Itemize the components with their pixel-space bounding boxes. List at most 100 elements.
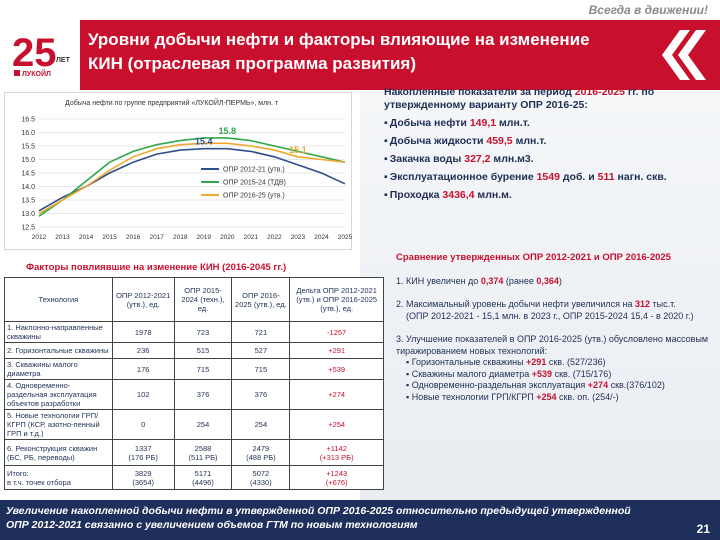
table-cell-name: 4. Одновременно-раздельная эксплуатация … [4, 379, 113, 410]
logo-number: 25 [12, 31, 57, 75]
x-tick-label: 2012 [32, 234, 47, 241]
table-cell: +254 [289, 409, 384, 440]
accum-heading: Накопленные показатели за период 2016-20… [384, 86, 655, 111]
table-cell: -1257 [289, 321, 384, 343]
table-cell: +291 [289, 342, 384, 359]
table-cell: 3829 (3654) [111, 465, 175, 490]
table-cell: 2479 (488 РБ) [231, 439, 291, 466]
chart-title: Добыча нефти по группе предприятий «ЛУКО… [65, 98, 279, 107]
chevron-logo-icon [662, 30, 706, 80]
x-tick-label: 2022 [267, 234, 282, 241]
table-title: Факторы повлиявшие на изменение КИН (201… [26, 262, 287, 273]
data-label: 15.4 [195, 137, 213, 147]
y-tick-label: 14.0 [21, 184, 35, 191]
table-cell-name: 1. Наклонно-направленные скважины [4, 321, 113, 343]
table-cell: 376 [231, 379, 291, 410]
table-cell: 715 [231, 358, 291, 380]
table-cell: +274 [289, 379, 384, 410]
table-cell: 254 [231, 409, 291, 440]
slogan: Всегда в движении! [588, 3, 708, 17]
accum-item-water: Закачка воды 327,2 млн.м3. [384, 153, 714, 166]
series-line [38, 142, 346, 215]
table-cell-name: 5. Новые технологии ГРП/КГРП (КСР, азотн… [4, 409, 113, 440]
table-cell: 5072 (4330) [231, 465, 291, 490]
factors-table: Технология ОПР 2012-2021 (утв.), ед. ОПР… [4, 277, 384, 490]
y-tick-label: 12.5 [21, 225, 35, 232]
legend-label: ОПР 2016-25 (утв.) [223, 193, 285, 200]
top-strip: Всегда в движении! [0, 0, 720, 22]
table-header: Дельта ОПР 2012-2021 (утв.) и ОПР 2016-2… [289, 277, 384, 322]
series-line [38, 147, 346, 212]
y-tick-label: 13.5 [21, 198, 35, 205]
table-header: Технология [4, 277, 113, 322]
legend-label: ОПР 2015-24 (ТДВ) [223, 180, 286, 187]
accum-item-liquid: Добыча жидкости 459,5 млн.т. [384, 135, 714, 148]
compare-item-2: 2. Максимальный уровень добычи нефти уве… [396, 299, 694, 321]
y-tick-label: 13.0 [21, 211, 35, 218]
y-tick-label: 14.5 [21, 171, 35, 178]
table-cell: 1978 [111, 321, 175, 343]
table-row: 2. Горизонтальные скважины 236 515 527 +291 [4, 342, 384, 359]
table-row: 5. Новые технологии ГРП/КГРП (КСР, азотн… [4, 409, 384, 440]
compare-item-3: 3. Улучшение показателей в ОПР 2016-2025… [396, 334, 710, 403]
page-title: Уровни добычи нефти и факторы влияющие н… [88, 30, 590, 73]
accumulated-indicators: Накопленные показатели за период 2016-20… [384, 86, 714, 202]
x-tick-label: 2016 [126, 234, 141, 241]
x-tick-label: 2015 [102, 234, 117, 241]
footer-text: Увеличение накопленной добычи нефти в ут… [6, 505, 631, 531]
table-cell: 715 [173, 358, 233, 380]
x-tick-label: 2024 [314, 234, 329, 241]
table-header: ОПР 2015-2024 (техн.), ед. [173, 277, 233, 322]
table-row: 1. Наклонно-направленные скважины 1978 723… [4, 321, 384, 343]
compare-item-1: 1. КИН увеличен до 0,374 (ранее 0,364) [396, 275, 562, 286]
logo-tag: ЛЕТ [56, 57, 71, 64]
table-header: ОПР 2016-2025 (утв.), ед. [231, 277, 291, 322]
logo-brand: ЛУКОЙЛ [22, 69, 51, 78]
legend-label: ОПР 2012-21 (утв.) [223, 167, 285, 174]
table-cell: 176 [111, 358, 175, 380]
table-cell: 236 [111, 342, 175, 359]
x-tick-label: 2018 [173, 234, 188, 241]
compare-bullet: Новые технологии ГРП/КГРП +254 скв. оп. … [406, 392, 710, 404]
production-chart: Добыча нефти по группе предприятий «ЛУКО… [4, 92, 353, 250]
table-cell: 254 [173, 409, 233, 440]
x-tick-label: 2023 [291, 234, 306, 241]
table-cell-name: 2. Горизонтальные скважины [4, 342, 113, 359]
accum-item-drilling: Эксплуатационное бурение 1549 доб. и 511… [384, 171, 714, 184]
table-cell: 515 [173, 342, 233, 359]
table-cell-name: 6. Реконструкция скважин (БС, РБ, перево… [4, 439, 113, 466]
compare-bullet: Горизонтальные скважины +291 скв. (527/2… [406, 357, 710, 369]
table-cell: 1337 (176 РБ) [111, 439, 175, 466]
table-cell: +1243 (+676) [289, 465, 384, 490]
table-row: Итого: в т.ч. точек отбора 3829 (3654) 517… [4, 465, 384, 490]
data-label: 15.8 [219, 126, 237, 136]
x-tick-label: 2014 [79, 234, 94, 241]
x-tick-label: 2021 [244, 234, 259, 241]
y-tick-label: 15.5 [21, 144, 35, 151]
table-cell-name: 3. Скважины малого диаметра [4, 358, 113, 380]
table-cell: 102 [111, 379, 175, 410]
series-line [38, 137, 346, 217]
table-cell: 721 [231, 321, 291, 343]
y-tick-label: 15.0 [21, 157, 35, 164]
company-logo: 25 ЛЕТ ЛУКОЙЛ [6, 22, 76, 84]
footer-banner: Увеличение накопленной добычи нефти в ут… [0, 500, 720, 540]
table-row: 4. Одновременно-раздельная эксплуатация … [4, 379, 384, 410]
chart-svg: Добыча нефти по группе предприятий «ЛУКО… [21, 98, 353, 241]
table-cell: +539 [289, 358, 384, 380]
compare-bullet: Скважины малого диаметра +539 скв. (715/… [406, 369, 710, 381]
table-cell: 376 [173, 379, 233, 410]
table-cell: +1142 (+313 РБ) [289, 439, 384, 466]
accum-item-oil: Добыча нефти 149,1 млн.т. [384, 117, 714, 130]
table-cell: 0 [111, 409, 175, 440]
table-row: 6. Реконструкция скважин (БС, РБ, перево… [4, 439, 384, 466]
table-cell: 527 [231, 342, 291, 359]
table-cell: 2588 (511 РБ) [173, 439, 233, 466]
page-number: 21 [696, 522, 710, 536]
x-tick-label: 2019 [197, 234, 212, 241]
x-tick-label: 2025 [338, 234, 353, 241]
x-tick-label: 2017 [149, 234, 164, 241]
x-tick-label: 2020 [220, 234, 235, 241]
x-tick-label: 2013 [55, 234, 70, 241]
y-tick-label: 16.5 [21, 117, 35, 124]
